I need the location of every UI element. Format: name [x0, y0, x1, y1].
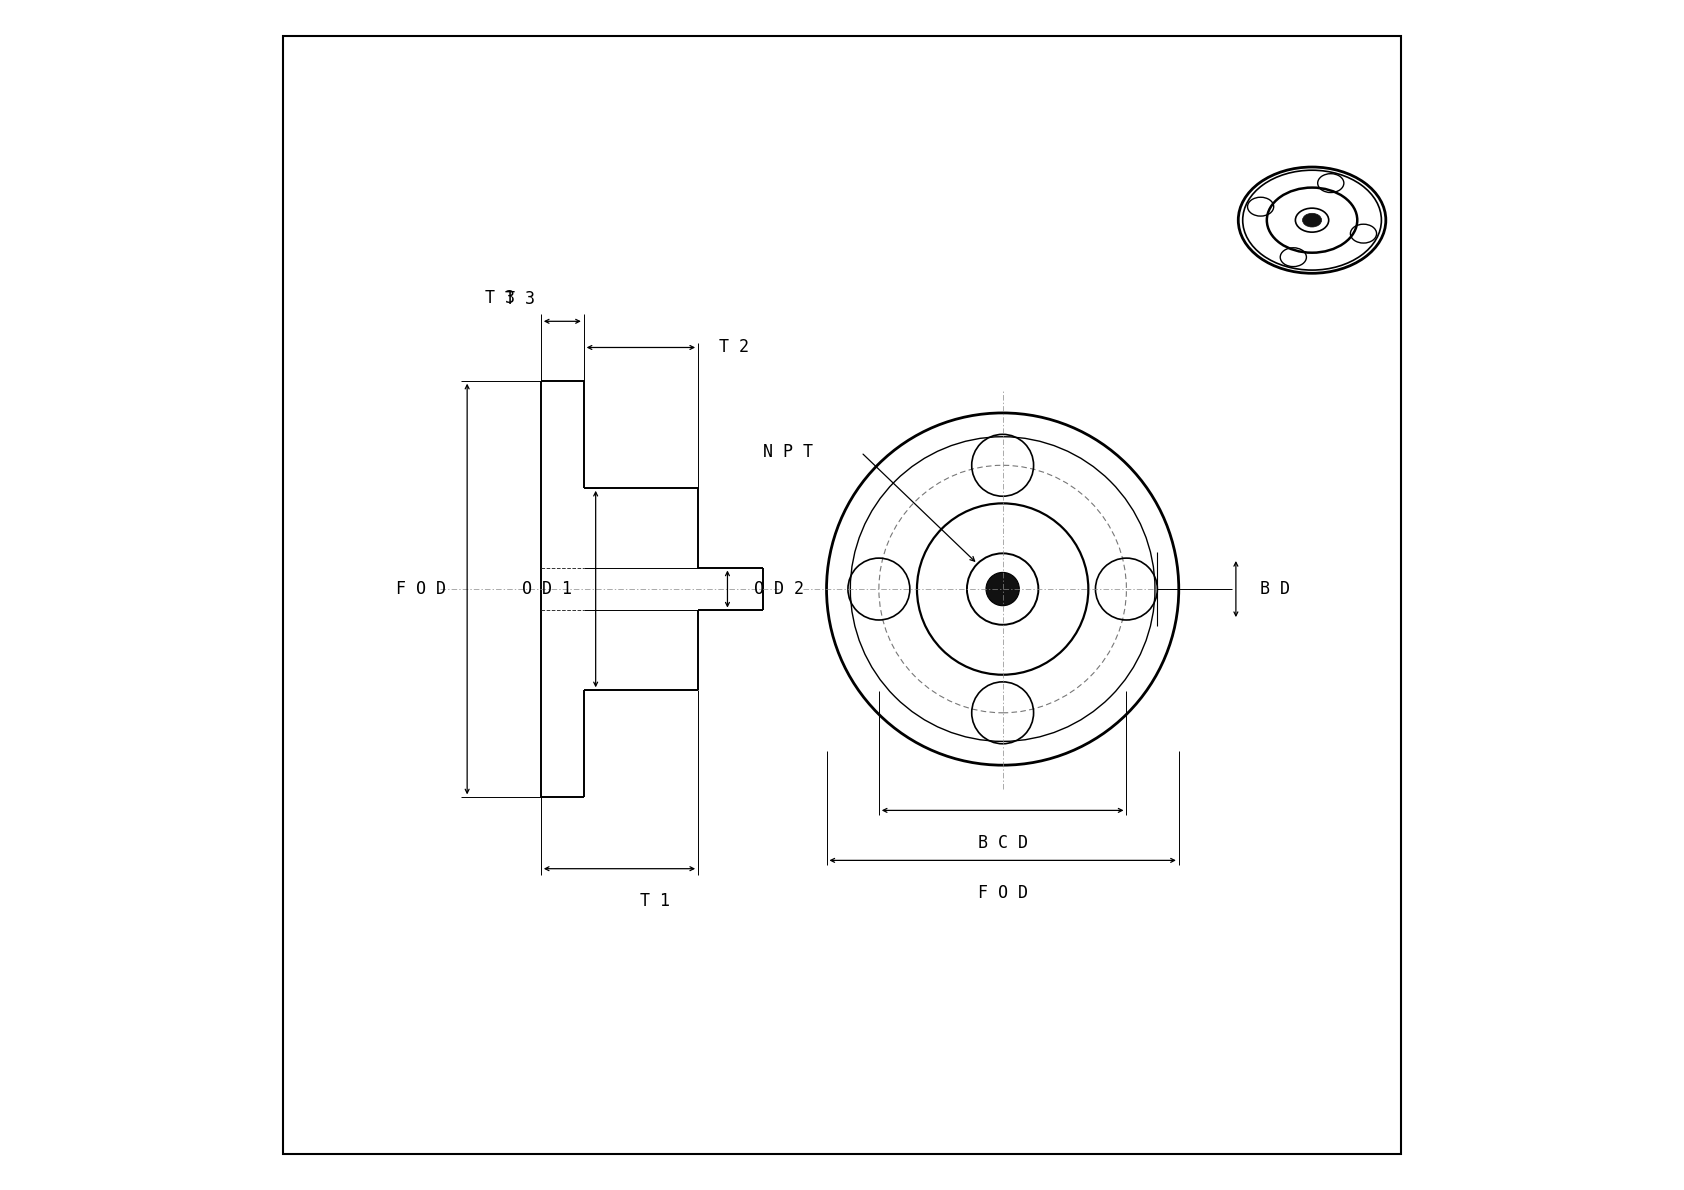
- Text: F O D: F O D: [978, 884, 1027, 902]
- Text: O D 1: O D 1: [522, 580, 573, 599]
- Circle shape: [987, 572, 1019, 606]
- Text: B C D: B C D: [978, 834, 1027, 852]
- Text: T 3: T 3: [505, 290, 536, 308]
- Text: F O D: F O D: [396, 580, 446, 599]
- Text: T 3: T 3: [485, 289, 515, 307]
- Text: T 2: T 2: [719, 338, 749, 357]
- Ellipse shape: [1302, 213, 1322, 227]
- Text: N P T: N P T: [763, 443, 813, 462]
- Text: T 1: T 1: [640, 892, 670, 910]
- Text: B D: B D: [1260, 580, 1290, 599]
- Text: O D 2: O D 2: [754, 580, 803, 599]
